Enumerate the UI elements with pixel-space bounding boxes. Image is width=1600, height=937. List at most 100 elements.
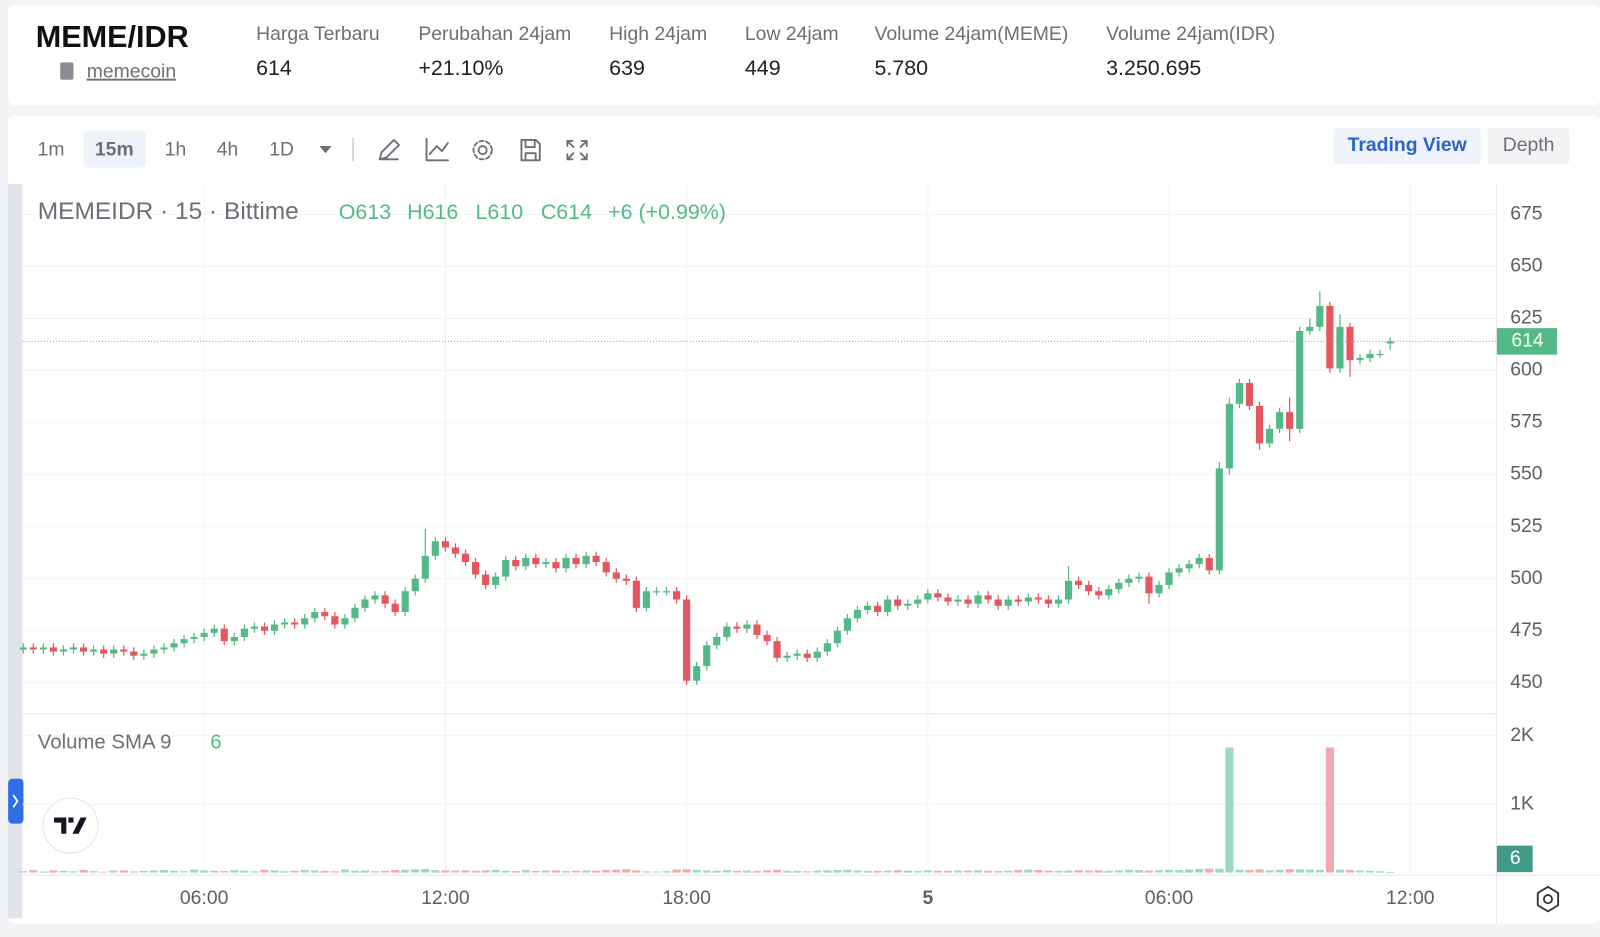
volume-bar bbox=[1355, 870, 1365, 873]
trading-view-button[interactable] bbox=[1333, 127, 1481, 165]
ohlc-legend: O613 bbox=[339, 200, 391, 224]
volume-bar bbox=[300, 870, 309, 873]
fullscreen-icon[interactable] bbox=[566, 140, 588, 161]
candle-body bbox=[683, 599, 691, 681]
candle-body bbox=[994, 599, 1002, 606]
candle-body bbox=[1286, 412, 1294, 429]
candle-body bbox=[884, 599, 892, 613]
interval-button[interactable]: 4h bbox=[217, 138, 239, 160]
candle-body bbox=[240, 628, 248, 637]
candle-body bbox=[1356, 358, 1364, 361]
volume-bar bbox=[1034, 869, 1043, 873]
volume-bar bbox=[240, 870, 249, 873]
x-tick-label: 18:00 bbox=[662, 887, 711, 909]
save-icon[interactable] bbox=[520, 139, 541, 162]
volume-bar bbox=[59, 870, 68, 873]
volume-bar bbox=[1074, 870, 1083, 873]
stat-value: 3.250.695 bbox=[1106, 56, 1201, 80]
side-toggle-arrow bbox=[12, 794, 19, 808]
candle-body bbox=[743, 624, 751, 629]
candle-body bbox=[1215, 468, 1223, 571]
y-tick-label: 475 bbox=[1510, 619, 1542, 641]
candle-body bbox=[974, 595, 982, 604]
candle-body bbox=[602, 562, 610, 573]
volume-bar bbox=[893, 870, 902, 873]
candle-body bbox=[180, 639, 188, 644]
candle-body bbox=[874, 605, 882, 613]
candle-body bbox=[632, 580, 640, 608]
candle-body bbox=[19, 647, 27, 650]
volume-bar bbox=[1365, 870, 1375, 873]
volume-bar bbox=[290, 870, 299, 873]
candle-body bbox=[1306, 326, 1314, 331]
interval-button[interactable]: 1h bbox=[165, 138, 187, 160]
stat-value: 449 bbox=[745, 56, 781, 80]
candle-body bbox=[1155, 584, 1163, 594]
volume-bar bbox=[1154, 870, 1164, 873]
interval-button[interactable]: 1m bbox=[38, 138, 65, 160]
interval-button[interactable]: 1D bbox=[269, 138, 294, 160]
volume-bar bbox=[481, 870, 490, 873]
volume-bar bbox=[270, 870, 279, 873]
candle-body bbox=[90, 649, 98, 652]
volume-bar bbox=[1386, 872, 1395, 873]
candle-body bbox=[1175, 568, 1183, 573]
candle-body bbox=[461, 553, 470, 563]
candle-body bbox=[522, 557, 530, 567]
stat-label: Volume 24jam(IDR) bbox=[1106, 23, 1275, 45]
volume-bar bbox=[652, 871, 661, 873]
stat-value: 639 bbox=[609, 56, 645, 80]
y-tick-label: 525 bbox=[1510, 515, 1542, 537]
volume-bar bbox=[722, 870, 731, 873]
candle-body bbox=[1386, 341, 1394, 344]
volume-bar bbox=[230, 870, 239, 873]
candle-body bbox=[512, 559, 520, 567]
draw-icon[interactable] bbox=[378, 139, 400, 161]
volume-bar bbox=[994, 871, 1003, 873]
volume-bar bbox=[511, 871, 520, 873]
depth-button[interactable] bbox=[1487, 127, 1570, 165]
candle-body bbox=[642, 591, 650, 608]
candle-body bbox=[110, 649, 118, 654]
interval-button[interactable]: 15m bbox=[95, 138, 134, 160]
x-tick-label: 12:00 bbox=[421, 887, 470, 909]
volume-bar bbox=[1315, 869, 1324, 873]
candle-body bbox=[1075, 580, 1083, 585]
candle-body bbox=[220, 628, 228, 642]
candle-body bbox=[773, 641, 781, 658]
volume-title: Volume SMA 9 bbox=[38, 731, 172, 753]
candle-body bbox=[431, 541, 439, 556]
settings-button[interactable] bbox=[1536, 885, 1560, 913]
volume-bar bbox=[592, 870, 601, 873]
candle-body bbox=[723, 626, 731, 637]
coin-link[interactable]: memecoin bbox=[87, 61, 176, 83]
dropdown-arrow[interactable] bbox=[319, 146, 332, 154]
candle-body bbox=[1366, 353, 1374, 359]
volume-bar bbox=[350, 870, 360, 873]
volume-bar bbox=[702, 870, 711, 873]
volume-bar bbox=[1265, 870, 1274, 873]
candle-body bbox=[411, 578, 419, 592]
side-toggle[interactable] bbox=[8, 778, 24, 824]
volume-bar bbox=[712, 870, 721, 873]
volume-bar bbox=[1124, 869, 1133, 873]
side-strip bbox=[8, 183, 23, 919]
ohlc-legend: L610 bbox=[476, 200, 524, 224]
candle-body bbox=[542, 562, 550, 565]
indicator-icon[interactable] bbox=[425, 137, 449, 162]
volume-bar bbox=[200, 870, 209, 873]
volume-bar bbox=[1114, 870, 1123, 873]
candle-body bbox=[260, 626, 269, 631]
candle-body bbox=[924, 593, 932, 600]
view-tab[interactable]: Depth bbox=[1503, 134, 1555, 156]
tv-logo[interactable] bbox=[42, 797, 99, 854]
candle-body bbox=[1346, 326, 1354, 361]
volume-bar bbox=[1134, 870, 1143, 873]
settings-icon[interactable] bbox=[477, 145, 488, 156]
view-tab[interactable]: Trading View bbox=[1348, 134, 1468, 156]
volume-bar bbox=[1044, 870, 1053, 873]
candle-body bbox=[733, 626, 741, 629]
volume-bar bbox=[732, 870, 741, 873]
volume-bar bbox=[451, 870, 460, 873]
candle-body bbox=[361, 599, 369, 608]
